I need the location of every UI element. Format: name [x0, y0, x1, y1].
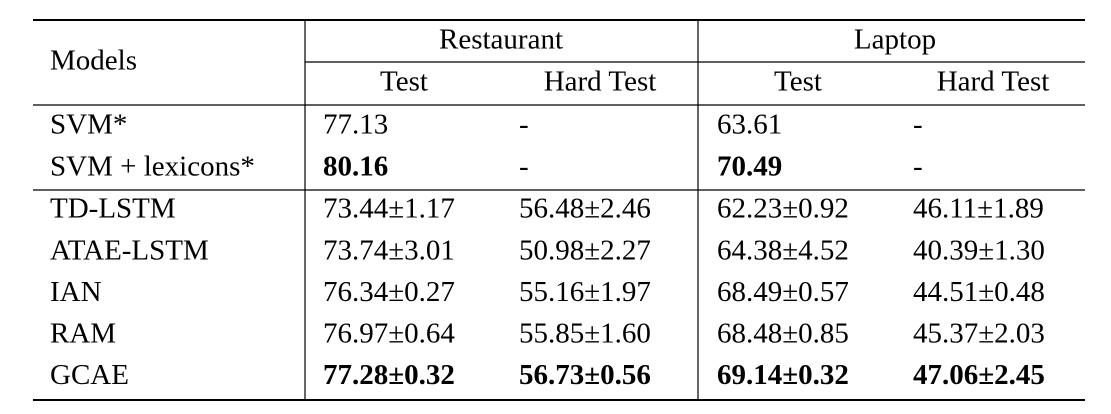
- cell: 77.28±0.32: [323, 359, 455, 391]
- cell: 55.85±1.60: [519, 317, 651, 349]
- cell: 50.98±2.27: [519, 234, 651, 266]
- cell: 64.38±4.52: [717, 234, 849, 266]
- sub-header: Hard Test: [937, 66, 1050, 98]
- cell: 73.74±3.01: [323, 234, 455, 266]
- cell: -: [913, 150, 923, 182]
- cell: 76.34±0.27: [323, 276, 455, 308]
- models-header: Models: [50, 45, 137, 77]
- cell: -: [519, 150, 529, 182]
- model-name: ATAE-LSTM: [50, 234, 209, 266]
- model-name: SVM*: [50, 109, 127, 141]
- sub-header: Test: [380, 66, 428, 98]
- cell: -: [519, 109, 529, 141]
- sub-header: Hard Test: [544, 66, 657, 98]
- cell: 62.23±0.92: [717, 193, 849, 225]
- cell: 76.97±0.64: [323, 317, 455, 349]
- cell: 46.11±1.89: [913, 193, 1044, 225]
- model-name: GCAE: [50, 359, 129, 391]
- sub-header: Test: [774, 66, 822, 98]
- cell: 40.39±1.30: [913, 234, 1045, 266]
- cell: 56.73±0.56: [519, 359, 651, 391]
- group-header: Laptop: [854, 24, 936, 56]
- cell: 56.48±2.46: [519, 193, 651, 225]
- cell: 70.49: [717, 150, 782, 182]
- model-name: IAN: [50, 276, 102, 308]
- group-header: Restaurant: [439, 24, 563, 56]
- cell: 45.37±2.03: [913, 317, 1045, 349]
- cell: 73.44±1.17: [323, 193, 455, 225]
- cell: 68.48±0.85: [717, 317, 849, 349]
- cell: -: [913, 109, 923, 141]
- cell: 69.14±0.32: [717, 359, 849, 391]
- cell: 44.51±0.48: [913, 276, 1045, 308]
- model-name: RAM: [50, 317, 116, 349]
- model-name: TD-LSTM: [50, 193, 176, 225]
- cell: 80.16: [323, 150, 388, 182]
- cell: 63.61: [717, 109, 782, 141]
- cell: 68.49±0.57: [717, 276, 849, 308]
- cell: 55.16±1.97: [519, 276, 651, 308]
- model-name: SVM + lexicons*: [50, 150, 255, 182]
- cell: 77.13: [323, 109, 388, 141]
- cell: 47.06±2.45: [913, 359, 1045, 391]
